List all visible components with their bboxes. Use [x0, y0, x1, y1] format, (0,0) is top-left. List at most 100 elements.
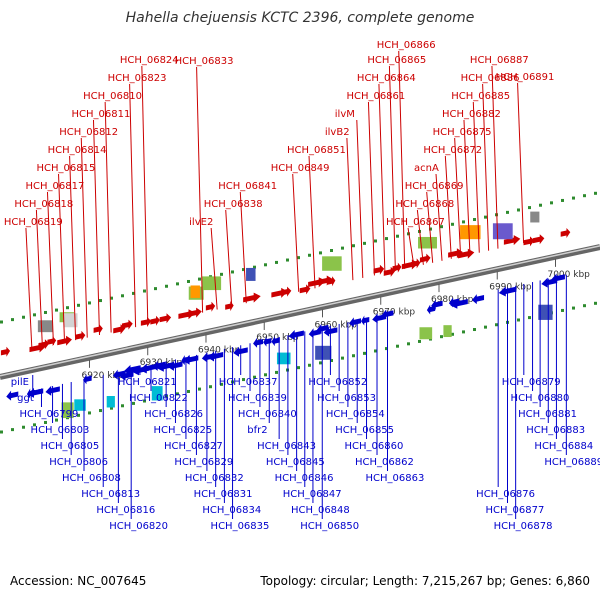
top-gene-label: HCH_06838 — [204, 199, 263, 210]
top-label-leader — [92, 119, 100, 336]
rail-dot — [561, 198, 564, 202]
rail-dot — [583, 304, 586, 308]
bottom-gene-label: HCH_06806 — [49, 457, 108, 468]
bottom-gene-label: HCH_06852 — [308, 377, 367, 388]
feature-block — [201, 276, 222, 291]
rail-dot — [286, 258, 289, 262]
rail-dot — [33, 313, 36, 317]
top-label-leader — [80, 137, 88, 338]
bottom-gene-label: HCH_06808 — [62, 473, 121, 484]
forward-gene-arrow — [532, 234, 545, 245]
rail-dot — [440, 225, 443, 229]
top-gene-label: ilvM — [335, 109, 355, 120]
rail-dot — [132, 401, 135, 405]
top-gene-label: ilvE2 — [189, 217, 213, 228]
rail-dot — [275, 370, 278, 374]
reverse-gene-arrow — [82, 374, 92, 385]
bottom-gene-label: HCH_06825 — [153, 425, 212, 436]
rail-dot — [385, 237, 388, 241]
top-label-leader — [25, 227, 33, 350]
rail-dot — [220, 382, 223, 386]
forward-gene-arrow — [373, 264, 385, 275]
bottom-gene-label: HCH_06839 — [228, 393, 287, 404]
top-gene-label: HCH_06818 — [14, 199, 73, 210]
top-gene-label: HCH_06815 — [37, 163, 96, 174]
bottom-gene-label: HCH_06799 — [19, 409, 78, 420]
top-gene-label: HCH_06872 — [423, 145, 482, 156]
top-gene-label: HCH_06823 — [108, 73, 167, 84]
reverse-gene-arrow — [183, 354, 199, 365]
top-gene-label: HCH_06885 — [451, 91, 510, 102]
rail-dot — [473, 328, 476, 332]
top-label-leader — [407, 227, 415, 267]
rail-dot — [77, 413, 80, 417]
rail-dot — [297, 256, 300, 260]
rail-dot — [22, 315, 25, 319]
top-label-leader — [104, 101, 112, 333]
reverse-gene-arrow — [431, 299, 443, 310]
rail-dot — [187, 279, 190, 283]
bottom-gene-label: HCH_06854 — [326, 409, 385, 420]
top-label-leader — [472, 101, 480, 253]
forward-gene-arrow — [187, 307, 202, 318]
bottom-gene-label: HCH_06860 — [345, 441, 404, 452]
reverse-gene-arrow — [349, 317, 362, 328]
bottom-gene-label: pilE — [11, 377, 29, 388]
reverse-gene-arrow — [450, 298, 468, 309]
top-label-leader — [210, 227, 218, 310]
bottom-gene-label: HCH_06821 — [118, 377, 177, 388]
rail-dot — [264, 263, 267, 267]
rail-dot — [495, 323, 498, 327]
genome-backbone — [0, 244, 600, 380]
top-label-leader — [308, 155, 316, 289]
top-label-leader — [444, 155, 452, 259]
rail-dot — [264, 373, 267, 377]
reverse-gene-arrow — [471, 294, 485, 305]
top-gene-label: HCH_06824 — [120, 55, 179, 66]
top-label-leader — [517, 82, 525, 244]
top-label-leader — [378, 83, 386, 274]
rail-dot — [99, 299, 102, 303]
rail-dot — [341, 246, 344, 250]
rail-dot — [385, 347, 388, 351]
rail-dot — [330, 249, 333, 252]
top-gene-label: HCH_06875 — [433, 127, 492, 138]
bottom-gene-label: HCH_06834 — [202, 505, 261, 516]
top-label-leader — [463, 119, 471, 255]
upper-green-rail — [0, 191, 597, 324]
rail-dot — [297, 366, 300, 370]
top-gene-label: HCH_06866 — [377, 40, 436, 51]
top-label-leader — [416, 209, 424, 265]
rail-dot — [451, 222, 454, 226]
bottom-gene-label: HCH_06850 — [300, 521, 359, 532]
top-gene-label: HCH_06868 — [395, 199, 454, 210]
reverse-gene-arrow — [253, 337, 264, 348]
rail-dot — [594, 301, 597, 305]
bottom-gene-label: HCH_06826 — [144, 409, 203, 420]
top-label-leader — [141, 65, 149, 325]
reverse-gene-arrow — [123, 364, 141, 375]
top-gene-label: HCH_06887 — [470, 55, 529, 66]
top-gene-label: HCH_06841 — [218, 181, 277, 192]
rail-dot — [11, 428, 14, 432]
top-gene-label: HCH_06865 — [367, 55, 426, 66]
rail-dot — [209, 385, 212, 389]
forward-gene-arrow — [150, 315, 160, 326]
reverse-gene-arrow — [139, 363, 158, 374]
forward-gene-arrow — [225, 301, 234, 312]
rail-dot — [363, 351, 366, 355]
rail-dot — [572, 306, 575, 310]
rail-dot — [451, 332, 454, 336]
top-label-leader — [346, 137, 354, 281]
rail-dot — [110, 296, 113, 300]
bottom-gene-label: HCH_06883 — [526, 425, 585, 436]
forward-gene-arrow — [205, 301, 216, 312]
forward-gene-arrow — [38, 339, 50, 350]
rail-dot — [330, 359, 333, 362]
rail-dot — [33, 423, 36, 427]
bottom-gene-label: HCH_06820 — [109, 521, 168, 532]
reverse-gene-arrow — [308, 328, 321, 339]
feature-block — [492, 223, 513, 240]
bottom-gene-label: HCH_06845 — [266, 457, 325, 468]
